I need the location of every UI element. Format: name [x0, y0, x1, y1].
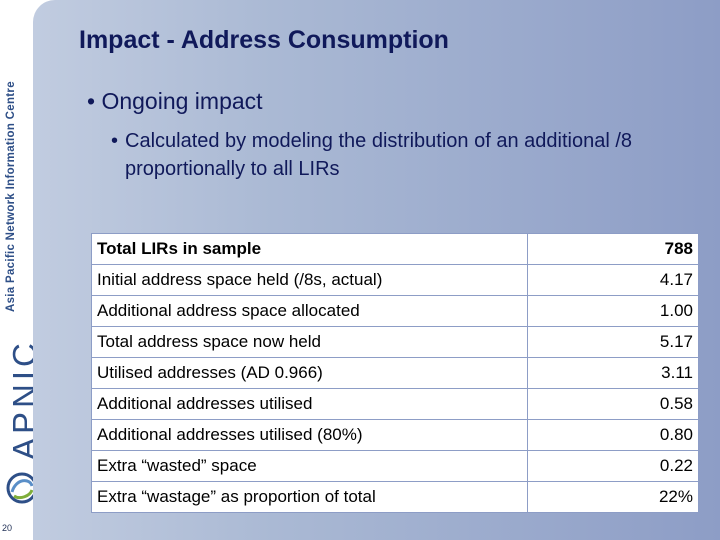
row-label: Total LIRs in sample — [91, 233, 528, 265]
row-label: Initial address space held (/8s, actual) — [91, 264, 528, 296]
row-label: Utilised addresses (AD 0.966) — [91, 357, 528, 389]
sub-bullet: • Calculated by modeling the distributio… — [111, 127, 675, 183]
row-label: Additional addresses utilised — [91, 388, 528, 420]
row-value: 1.00 — [527, 295, 699, 327]
sub-bullet-icon: • — [111, 130, 119, 152]
row-label: Extra “wasted” space — [91, 450, 528, 482]
row-value: 5.17 — [527, 326, 699, 358]
table-row: Additional addresses utilised (80%) 0.80 — [91, 419, 699, 451]
bullet-icon: • — [87, 88, 96, 114]
row-value: 788 — [527, 233, 699, 265]
table-row: Extra “wasted” space 0.22 — [91, 450, 699, 482]
row-value: 0.22 — [527, 450, 699, 482]
table-row: Utilised addresses (AD 0.966) 3.11 — [91, 357, 699, 389]
row-value: 0.58 — [527, 388, 699, 420]
page-number: 20 — [2, 523, 13, 533]
table-row: Total address space now held 5.17 — [91, 326, 699, 358]
slide-title: Impact - Address Consumption — [79, 26, 449, 54]
row-label: Extra “wastage” as proportion of total — [91, 481, 528, 513]
table-row: Extra “wastage” as proportion of total 2… — [91, 481, 699, 513]
table-row: Additional address space allocated 1.00 — [91, 295, 699, 327]
row-label: Additional addresses utilised (80%) — [91, 419, 528, 451]
row-value: 0.80 — [527, 419, 699, 451]
slide-body: Impact - Address Consumption • Ongoing i… — [33, 0, 720, 540]
org-name: Asia Pacific Network Information Centre — [5, 81, 17, 312]
table-row: Initial address space held (/8s, actual)… — [91, 264, 699, 296]
row-label: Total address space now held — [91, 326, 528, 358]
bullet-ongoing-impact: • Ongoing impact — [87, 88, 263, 115]
table-row: Total LIRs in sample 788 — [91, 233, 699, 265]
row-value: 4.17 — [527, 264, 699, 296]
table-row: Additional addresses utilised 0.58 — [91, 388, 699, 420]
bullet-text: Ongoing impact — [101, 88, 263, 114]
sub-bullet-text: Calculated by modeling the distribution … — [125, 130, 632, 180]
row-value: 22% — [527, 481, 699, 513]
row-value: 3.11 — [527, 357, 699, 389]
consumption-table: Total LIRs in sample 788 Initial address… — [91, 233, 699, 513]
row-label: Additional address space allocated — [91, 295, 528, 327]
